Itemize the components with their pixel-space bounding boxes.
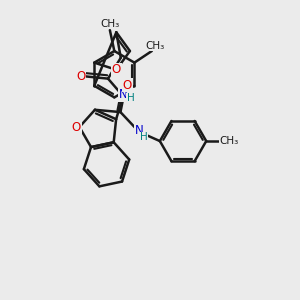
Text: CH₃: CH₃ xyxy=(220,136,239,146)
Text: H: H xyxy=(140,132,147,142)
Text: O: O xyxy=(72,121,81,134)
Text: N: N xyxy=(119,88,128,101)
Text: H: H xyxy=(127,93,134,103)
Text: O: O xyxy=(112,63,121,76)
Text: CH₃: CH₃ xyxy=(145,41,164,51)
Text: O: O xyxy=(123,79,132,92)
Text: N: N xyxy=(135,124,143,137)
Text: O: O xyxy=(76,70,85,83)
Text: CH₃: CH₃ xyxy=(100,19,119,28)
